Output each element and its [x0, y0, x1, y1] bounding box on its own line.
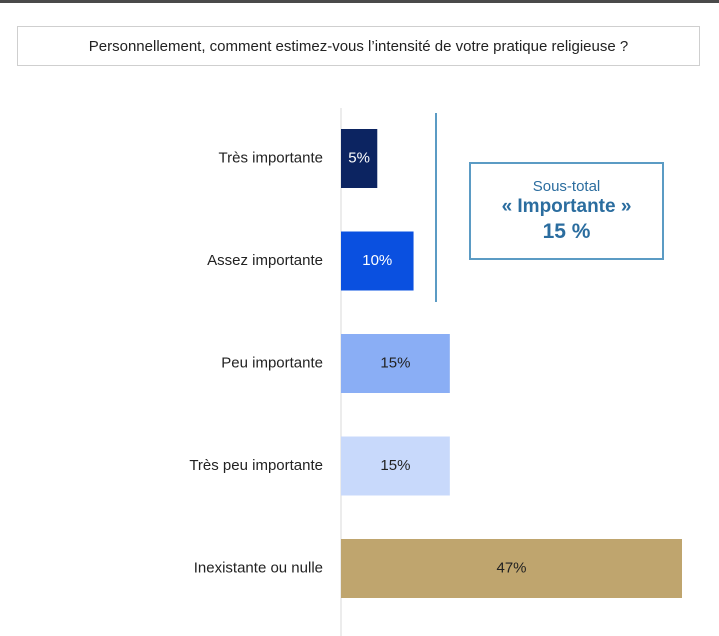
category-label: Inexistante ou nulle — [194, 559, 323, 576]
subtotal-bracket — [435, 113, 437, 302]
bar — [341, 231, 414, 291]
category-label: Très peu importante — [189, 457, 323, 474]
subtotal-title: Sous-total — [532, 178, 601, 195]
data-label: 15% — [380, 354, 410, 371]
subtotal-value: 15 % — [542, 219, 591, 243]
bar — [341, 539, 682, 598]
question-text: Personnellement, comment estimez-vous l’… — [88, 37, 629, 55]
bar — [341, 436, 450, 496]
data-label: 47% — [496, 559, 526, 576]
data-label: 15% — [380, 457, 410, 474]
subtotal-label: « Importante » — [501, 196, 632, 217]
category-label: Très importante — [219, 149, 323, 166]
data-label: 5% — [348, 149, 370, 166]
category-label: Assez importante — [207, 252, 323, 269]
top-rule — [0, 0, 719, 3]
bar — [341, 334, 450, 393]
category-label: Peu importante — [221, 354, 323, 371]
bar — [341, 129, 378, 188]
subtotal-box: Sous-total « Importante » 15 % — [469, 162, 664, 260]
question-box: Personnellement, comment estimez-vous l’… — [17, 26, 700, 66]
data-label: 10% — [362, 252, 392, 269]
